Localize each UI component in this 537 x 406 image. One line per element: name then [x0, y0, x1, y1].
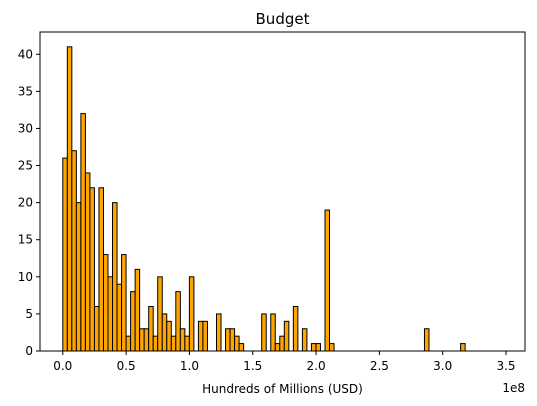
histogram-bar	[292, 305, 299, 352]
histogram-bar	[283, 320, 290, 352]
histogram-bar	[225, 328, 231, 352]
histogram-bar	[188, 276, 195, 352]
x-axis: 0.0 0.5 1.0 1.5 2.0 2.5 3.0 3.5	[53, 351, 516, 373]
histogram-bar	[148, 305, 154, 352]
x-tick-label: 0.0	[53, 359, 72, 373]
histogram-bar	[301, 328, 308, 352]
histogram-bar	[66, 46, 73, 352]
histogram-bar	[107, 276, 114, 352]
histogram-bar	[75, 202, 82, 352]
histogram-bar	[179, 328, 186, 352]
histogram-bar	[139, 328, 145, 352]
y-tick-label: 30	[18, 121, 33, 135]
x-tick-label: 2.0	[307, 359, 326, 373]
histogram-bar	[238, 343, 245, 352]
y-tick-label: 40	[18, 47, 33, 61]
histogram-bar	[329, 343, 335, 352]
histogram-bar	[130, 291, 136, 352]
histogram-bar	[84, 172, 91, 352]
histogram-bar	[93, 305, 100, 352]
histogram-bar	[143, 328, 150, 352]
y-tick-label: 0	[25, 344, 33, 358]
x-tick-label: 3.0	[433, 359, 452, 373]
histogram-bar	[315, 343, 321, 352]
histogram-bar	[116, 283, 123, 352]
histogram-bar	[102, 254, 109, 352]
histogram-bar	[125, 335, 132, 352]
x-tick-label: 1.5	[243, 359, 262, 373]
y-axis: 0 5 10 15 20 25 30 35 40	[18, 47, 40, 358]
histogram-bar	[197, 320, 204, 352]
histogram-bar	[324, 209, 331, 352]
histogram-bar	[161, 313, 168, 352]
histogram-bar	[202, 320, 208, 352]
histogram-bar	[234, 335, 240, 352]
histogram-bar	[423, 328, 430, 352]
y-tick-label: 25	[18, 159, 33, 173]
y-tick-label: 5	[25, 307, 33, 321]
histogram-bar	[134, 268, 141, 352]
plot-frame	[39, 31, 526, 352]
x-axis-label: Hundreds of Millions (USD)	[202, 382, 363, 396]
histogram-bar	[121, 254, 127, 352]
bars-layer	[62, 46, 466, 352]
histogram-bar	[89, 187, 95, 352]
histogram-bar	[184, 335, 190, 352]
histogram-bar	[460, 343, 466, 352]
y-tick-label: 20	[18, 196, 33, 210]
histogram-bar	[98, 187, 104, 352]
histogram-bar	[62, 157, 68, 352]
histogram-bar	[166, 320, 172, 352]
histogram-bar	[261, 313, 267, 352]
histogram-bar	[274, 343, 281, 352]
histogram-bar	[279, 335, 285, 352]
histogram-bar	[215, 313, 222, 352]
x-tick-label: 0.5	[117, 359, 136, 373]
histogram-bar	[157, 276, 163, 352]
y-tick-label: 10	[18, 270, 33, 284]
histogram-bar	[71, 150, 77, 352]
histogram-bar	[170, 335, 177, 352]
histogram-bar	[310, 343, 317, 352]
chart-title: Budget	[256, 10, 310, 28]
histogram-bar	[112, 202, 118, 352]
x-axis-offset-label: 1e8	[502, 381, 525, 395]
histogram-bar	[229, 328, 236, 352]
x-tick-label: 3.5	[496, 359, 515, 373]
y-tick-label: 15	[18, 233, 33, 247]
histogram-bar	[80, 113, 86, 352]
histogram-bar	[175, 291, 181, 352]
histogram-bar	[270, 313, 276, 352]
histogram-bar	[152, 335, 159, 352]
x-tick-label: 1.0	[180, 359, 199, 373]
x-tick-label: 2.5	[370, 359, 389, 373]
y-tick-label: 35	[18, 84, 33, 98]
